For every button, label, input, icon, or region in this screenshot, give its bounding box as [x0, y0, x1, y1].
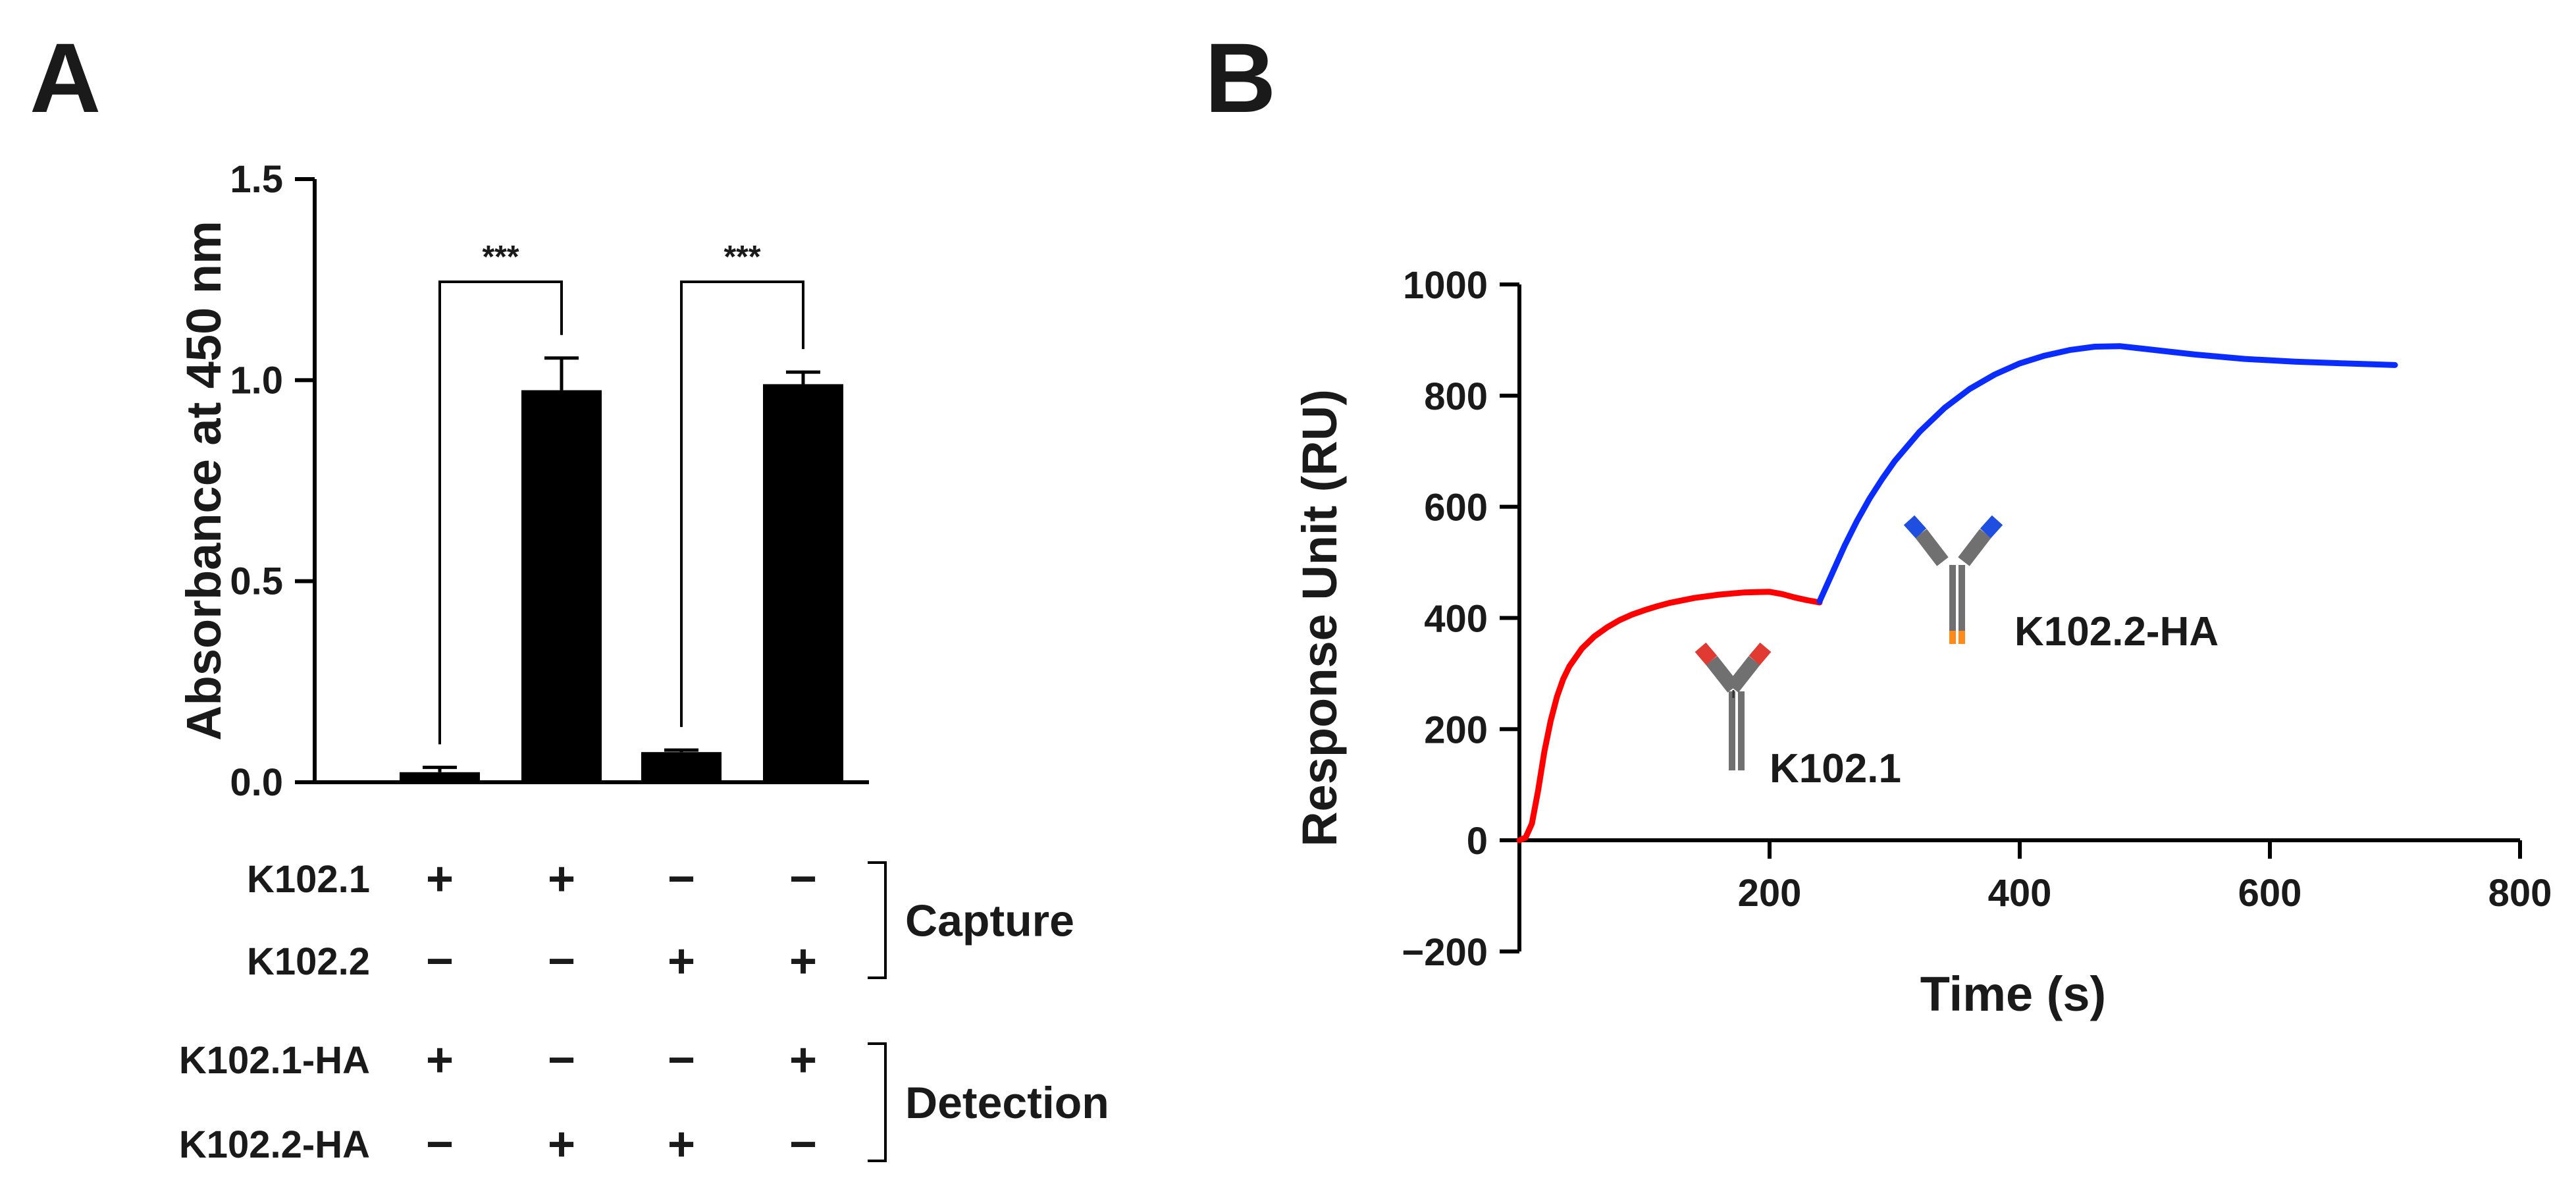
condition-row-label: K102.2-HA	[179, 1123, 370, 1166]
bars	[400, 384, 843, 782]
x-axis-title: Time (s)	[1920, 967, 2106, 1021]
condition-sign: +	[789, 1034, 817, 1086]
condition-row-label: K102.1-HA	[179, 1039, 370, 1082]
condition-sign: +	[426, 1034, 454, 1086]
significance-brackets: *** ***	[438, 240, 804, 745]
condition-sign: −	[548, 935, 575, 988]
condition-sign: +	[668, 935, 695, 988]
y-tick-label: −200	[1402, 931, 1488, 974]
y-tick-label: 600	[1424, 487, 1488, 529]
x-axis-ticks: 200 400 600 800	[1738, 840, 2552, 915]
condition-sign: +	[548, 853, 575, 905]
series-line	[1516, 589, 1823, 843]
condition-sign: +	[548, 1118, 575, 1171]
y-tick-label: 1.0	[230, 359, 283, 402]
condition-sign: −	[426, 935, 454, 988]
bar	[400, 772, 480, 782]
error-bars	[423, 356, 820, 772]
y-tick-label: 0	[1467, 820, 1488, 863]
x-tick-label: 800	[2488, 872, 2552, 915]
panel-a-letter: A	[30, 22, 101, 133]
antibody-k102-2-ha-icon	[1903, 515, 2003, 644]
bar-chart-absorbance: 0.00.51.01.5 Absorbance at 450 nm *** ***…	[176, 158, 1109, 1171]
condition-row-label: K102.1	[247, 858, 370, 901]
x-tick-label: 600	[2238, 872, 2302, 915]
y-tick-label: 200	[1424, 708, 1488, 751]
significance-label: ***	[482, 240, 519, 275]
y-tick-label: 800	[1424, 375, 1488, 418]
y-tick-label: 1.5	[230, 158, 283, 201]
bar	[763, 384, 843, 782]
y-tick-label: 0.5	[230, 560, 283, 603]
line-chart-response: −200 0 200 400 600 800 1000 200 400 600 800 Respo…	[1292, 264, 2552, 1021]
condition-sign: −	[789, 853, 817, 905]
condition-sign: −	[668, 1034, 695, 1086]
annotation-k102-2-ha: K102.2-HA	[2014, 609, 2219, 655]
significance-bracket	[680, 281, 804, 728]
y-tick-label: 400	[1424, 598, 1488, 641]
condition-sign: +	[789, 935, 817, 988]
series-line	[1816, 343, 2398, 604]
y-axis-title: Response Unit (RU)	[1292, 389, 1347, 847]
antibody-k102-1-icon	[1695, 642, 1772, 770]
condition-group-label: Capture	[905, 896, 1074, 946]
condition-sign: +	[426, 853, 454, 905]
condition-group-label: Detection	[905, 1078, 1109, 1128]
condition-sign: −	[548, 1034, 575, 1086]
condition-table: K102.1 + + − − K102.2 − − + + K102.1-HA + − − + K102.2-…	[179, 853, 817, 1171]
y-tick-label: 0.0	[230, 761, 283, 804]
y-axis-ticks: −200 0 200 400 600 800 1000	[1402, 264, 1519, 974]
series-lines	[1516, 343, 2398, 843]
condition-group-bracket	[868, 861, 887, 979]
y-axis-title: Absorbance at 450 nm	[176, 221, 231, 741]
condition-group-bracket	[868, 1042, 887, 1162]
condition-groups: Capture Detection	[868, 861, 1109, 1162]
condition-sign: −	[668, 853, 695, 905]
y-axis-ticks: 0.0 0.5 1.0 1.5	[230, 158, 315, 804]
panel-b-letter: B	[1205, 22, 1276, 133]
condition-sign: −	[789, 1118, 817, 1171]
condition-row-label: K102.2	[247, 940, 370, 983]
significance-label: ***	[723, 240, 760, 275]
bar	[521, 390, 602, 782]
y-tick-label: 1000	[1403, 264, 1488, 307]
condition-sign: −	[426, 1118, 454, 1171]
x-tick-label: 400	[1988, 872, 2052, 915]
significance-bracket	[438, 281, 563, 745]
condition-sign: +	[668, 1118, 695, 1171]
bar	[641, 752, 722, 782]
annotation-k102-1: K102.1	[1770, 746, 1901, 791]
x-tick-label: 200	[1738, 872, 1802, 915]
